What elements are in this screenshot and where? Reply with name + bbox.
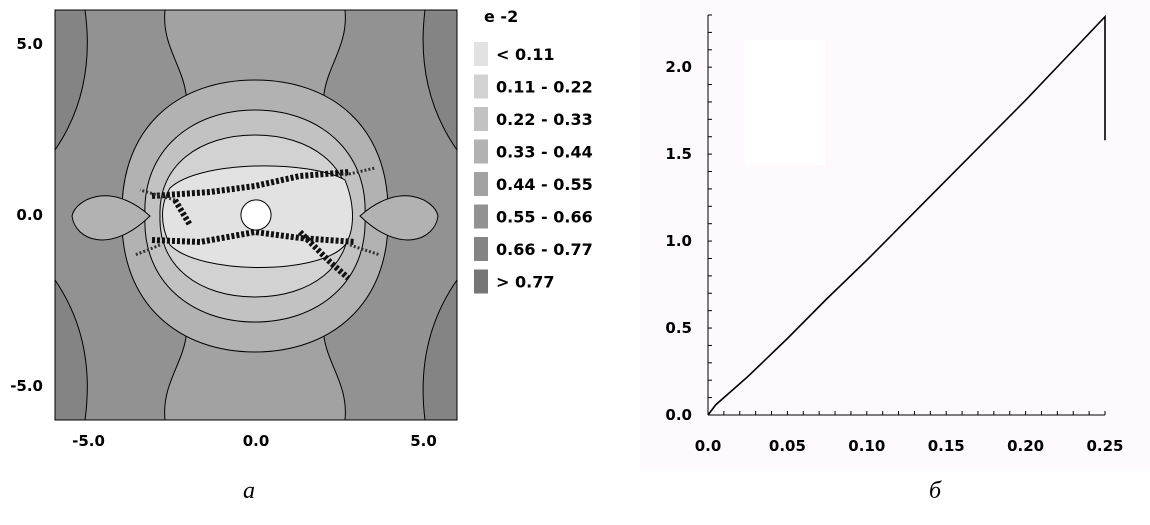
y-tick-label: -5.0 (10, 377, 43, 395)
legend-swatch (474, 42, 488, 66)
legend-swatch (474, 74, 488, 99)
legend-swatch (474, 269, 488, 294)
legend-label: < 0.11 (496, 45, 554, 64)
y-tick-label: 0.0 (16, 206, 43, 224)
hole-marker (240, 199, 272, 231)
contour-side-lobes (71, 195, 439, 241)
contour-corner-bands (55, 10, 457, 420)
x-tick-label: 0.0 (243, 432, 270, 450)
contour-plot-frame (54, 9, 458, 421)
legend-swatch (474, 107, 488, 131)
contour-chart: 5.0 0.0 -5.0 -5.0 0.0 5.0 e -2 < 0.11 0.11 - … (10, 7, 593, 450)
legend-label: 0.33 - 0.44 (496, 143, 593, 162)
y-axis-ticks: 0.0 0.5 1.0 1.5 2.0 (665, 58, 692, 424)
legend-swatch (474, 204, 488, 229)
legend-title: e -2 (484, 7, 518, 26)
legend: e -2 < 0.11 0.11 - 0.22 0.22 - 0.33 0.33 - … (474, 7, 593, 294)
legend-swatch (474, 139, 488, 164)
x-tick-label: 0.25 (1086, 437, 1123, 455)
minor-ticks (708, 14, 1106, 415)
legend-label: 0.55 - 0.66 (496, 208, 593, 227)
y-tick-label: 5.0 (16, 35, 43, 53)
legend-label: 0.22 - 0.33 (496, 110, 593, 129)
x-tick-label: 0.0 (695, 437, 722, 455)
caption-b: б (929, 478, 942, 504)
x-axis-ticks: 0.0 0.05 0.10 0.15 0.20 0.25 (695, 437, 1124, 455)
y-tick-label: 0.5 (665, 319, 692, 337)
legend-label: 0.11 - 0.22 (496, 78, 593, 97)
x-axis-ticks: -5.0 0.0 5.0 (72, 432, 437, 450)
x-tick-label: 5.0 (410, 432, 437, 450)
series-line (707, 14, 1106, 416)
line-chart: 0.0 0.5 1.0 1.5 2.0 0.0 0.05 0.10 0.15 0.20 0.25 (640, 0, 1150, 470)
background-patch (745, 40, 825, 165)
x-tick-label: -5.0 (72, 432, 105, 450)
x-tick-label: 0.20 (1007, 437, 1044, 455)
contour-chart-panel: 5.0 0.0 -5.0 -5.0 0.0 5.0 e -2 < 0.11 0.11 - … (10, 7, 593, 504)
legend-label: 0.66 - 0.77 (496, 240, 593, 259)
x-tick-label: 0.10 (848, 437, 885, 455)
line-chart-panel: 0.0 0.5 1.0 1.5 2.0 0.0 0.05 0.10 0.15 0.20 0.25 … (640, 0, 1150, 520)
caption-a: а (243, 478, 255, 504)
y-tick-label: 0.0 (665, 406, 692, 424)
x-tick-label: 0.15 (928, 437, 965, 455)
legend-label: > 0.77 (496, 273, 554, 292)
y-tick-label: 1.0 (665, 232, 692, 250)
y-tick-label: 2.0 (665, 58, 692, 76)
legend-label: 0.44 - 0.55 (496, 175, 593, 194)
x-tick-label: 0.05 (769, 437, 806, 455)
legend-swatch (474, 237, 488, 261)
y-axis-ticks: 5.0 0.0 -5.0 (10, 35, 43, 395)
y-tick-label: 1.5 (665, 145, 692, 163)
series-group (707, 14, 1106, 416)
legend-swatch (474, 172, 488, 196)
line-chart-background (640, 0, 1150, 470)
